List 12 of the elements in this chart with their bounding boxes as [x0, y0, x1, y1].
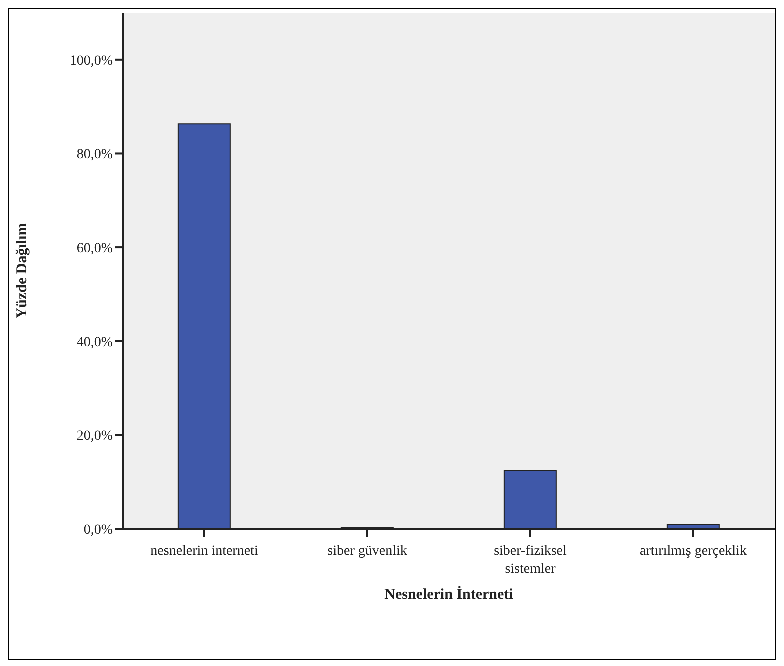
y-tick-label: 40,0% [76, 335, 114, 350]
x-axis-title: Nesnelerin İnterneti [384, 586, 514, 603]
y-tick-label: 60,0% [76, 242, 114, 257]
x-tick-label: siber güvenlik [328, 544, 408, 559]
y-axis-title: Yüzde Dağılım [14, 222, 30, 319]
y-tick-label: 80,0% [76, 148, 114, 163]
y-tick-label: 20,0% [76, 429, 114, 444]
y-tick-label: 100,0% [70, 54, 114, 69]
y-tick-label: 0,0% [84, 522, 114, 538]
x-tick-label: nesnelerin interneti [150, 544, 258, 559]
x-tick-label: artırılmış gerçeklik [640, 544, 747, 559]
x-tick-label: siber-fiziksel sistemler [494, 544, 568, 577]
